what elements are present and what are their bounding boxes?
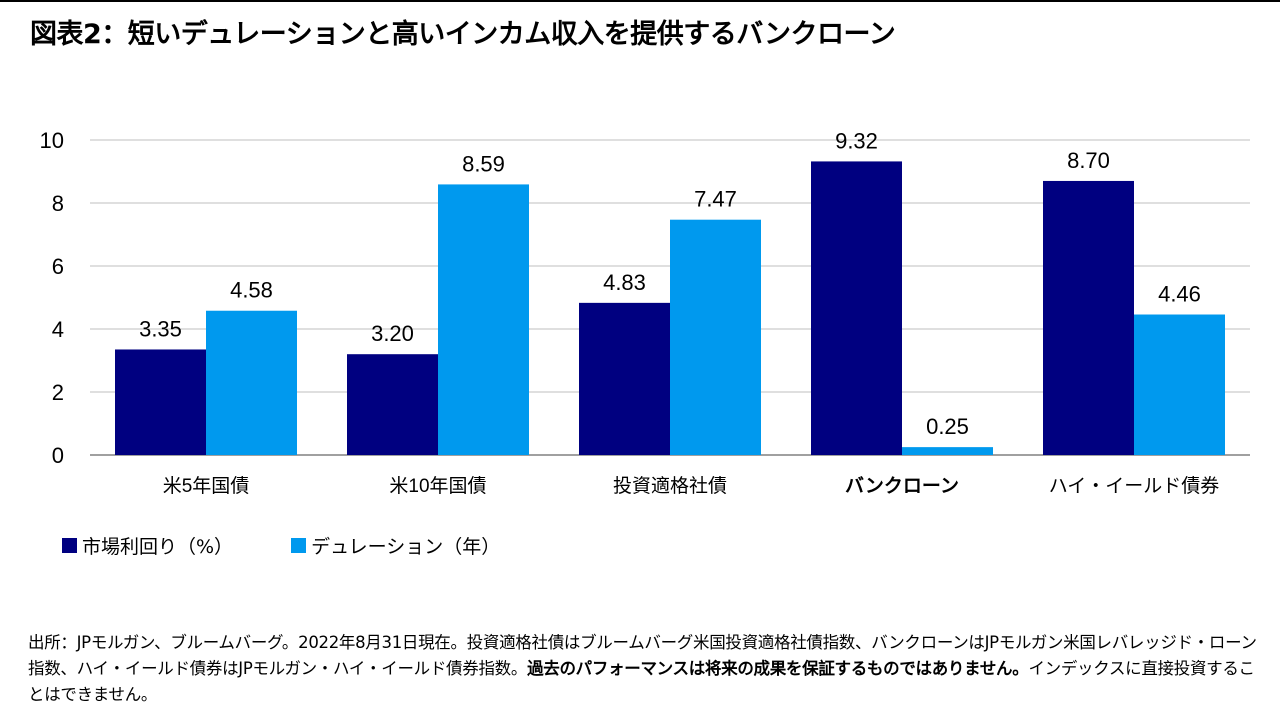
legend-label-duration: デュレーション（年） xyxy=(311,535,501,558)
bar-yield xyxy=(347,354,438,455)
bar-duration xyxy=(206,310,297,455)
y-tick-label: 4 xyxy=(52,317,64,342)
data-label: 4.46 xyxy=(1158,282,1201,307)
bar-yield xyxy=(1043,180,1134,455)
y-tick-label: 10 xyxy=(40,128,64,153)
bar-yield xyxy=(115,349,206,455)
source-text: 出所：JPモルガン、ブルームバーグ。2022年8月31日現在。投資適格社債はブル… xyxy=(28,633,1257,678)
top-border xyxy=(0,0,1280,2)
legend-item-yield: 市場利回り（%） xyxy=(62,532,233,559)
bar-duration xyxy=(902,447,993,455)
legend: 市場利回り（%） デュレーション（年） xyxy=(62,532,558,559)
y-axis-ticks: 0 2 4 6 8 10 xyxy=(40,128,64,468)
source-text-end: インデックスに直接投資することはできません。 xyxy=(28,659,1255,704)
chart-title: 図表2：短いデュレーションと高いインカム収入を提供するバンクローン xyxy=(30,19,896,50)
source-note: 出所：JPモルガン、ブルームバーグ。2022年8月31日現在。投資適格社債はブル… xyxy=(28,630,1263,708)
data-label: 9.32 xyxy=(835,128,878,153)
data-label: 0.25 xyxy=(926,414,969,439)
x-tick-label: 米5年国債 xyxy=(163,475,250,497)
x-axis-ticks: 米5年国債 米10年国債 投資適格社債 バンクローン ハイ・イールド債券 xyxy=(163,475,1220,497)
data-labels: 3.35 4.58 3.20 8.59 4.83 7.47 9.32 0.25 8.70 4.46 xyxy=(139,128,1201,439)
data-label: 3.35 xyxy=(139,316,182,341)
data-label: 4.83 xyxy=(603,270,646,295)
legend-label-yield: 市場利回り（%） xyxy=(82,535,234,558)
y-tick-label: 2 xyxy=(52,380,64,405)
x-tick-label: 投資適格社債 xyxy=(613,475,727,497)
y-tick-label: 8 xyxy=(52,191,64,216)
data-label: 7.47 xyxy=(694,187,737,212)
bars xyxy=(115,161,1225,456)
bar-duration xyxy=(1134,314,1225,455)
data-label: 8.59 xyxy=(462,151,505,176)
bar-chart: 0 2 4 6 8 10 3.35 4.58 3.20 8.59 4.83 7.47 9.32 0.25… xyxy=(40,128,1250,497)
bar-duration xyxy=(670,219,761,455)
bar-duration xyxy=(438,184,529,456)
x-tick-label: 米10年国債 xyxy=(389,475,486,497)
y-tick-label: 6 xyxy=(52,254,64,279)
bar-yield xyxy=(579,302,670,455)
legend-item-duration: デュレーション（年） xyxy=(291,532,500,559)
disclaimer-text: 過去のパフォーマンスは将来の成果を保証するものではありません。 xyxy=(527,659,1029,678)
data-label: 8.70 xyxy=(1067,148,1110,173)
bar-yield xyxy=(811,161,902,456)
x-tick-label: ハイ・イールド債券 xyxy=(1049,475,1220,497)
data-label: 3.20 xyxy=(371,321,414,346)
legend-swatch-yield xyxy=(62,537,77,553)
legend-swatch-duration xyxy=(291,537,307,553)
y-tick-label: 0 xyxy=(52,443,64,468)
x-tick-label: バンクローン xyxy=(845,475,959,497)
data-label: 4.58 xyxy=(230,278,273,303)
